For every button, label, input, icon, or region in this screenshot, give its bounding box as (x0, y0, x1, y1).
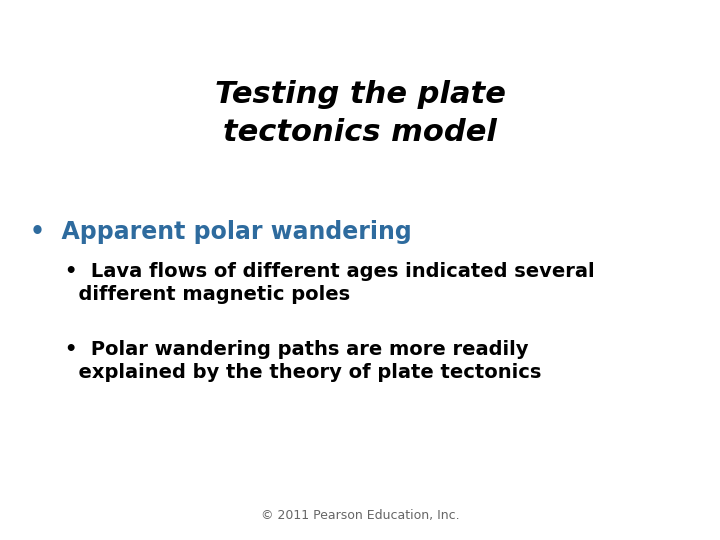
Text: •  Apparent polar wandering: • Apparent polar wandering (30, 220, 412, 244)
Text: •  Polar wandering paths are more readily
  explained by the theory of plate tec: • Polar wandering paths are more readily… (65, 340, 541, 382)
Text: •  Lava flows of different ages indicated several
  different magnetic poles: • Lava flows of different ages indicated… (65, 262, 595, 305)
Text: © 2011 Pearson Education, Inc.: © 2011 Pearson Education, Inc. (261, 509, 459, 522)
Text: Testing the plate
tectonics model: Testing the plate tectonics model (215, 80, 505, 147)
